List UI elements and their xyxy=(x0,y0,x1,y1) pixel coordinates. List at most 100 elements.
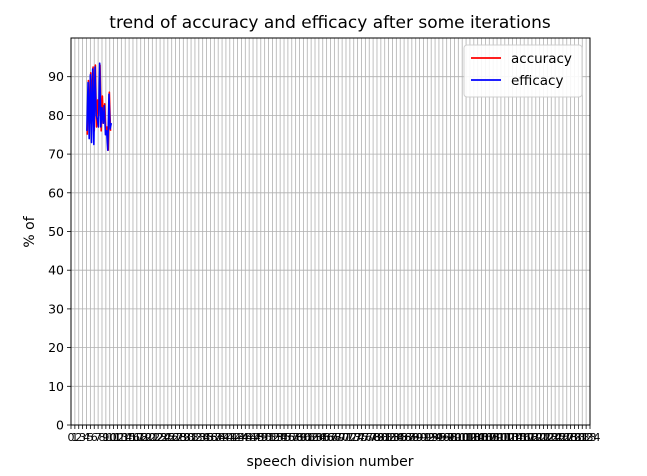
y-tick-label: 30 xyxy=(48,301,64,316)
series-lines xyxy=(86,62,113,152)
x-tick-label: 14 xyxy=(118,431,132,444)
y-tick-label: 0 xyxy=(56,418,64,433)
x-tick-label: 56 xyxy=(281,431,295,444)
series-line-efficacy xyxy=(86,62,113,152)
x-tick-label: 1 xyxy=(71,431,78,444)
x-axis-label: speech division number xyxy=(246,454,413,470)
x-tick-label: 49 xyxy=(254,431,268,444)
x-tick-label: 21 xyxy=(145,431,159,444)
x-tick-label: 104 xyxy=(463,431,484,444)
x-tick-label: 33 xyxy=(192,431,206,444)
chart-title: trend of accuracy and efficacy after som… xyxy=(109,13,551,33)
x-tick-label: 96 xyxy=(436,431,450,444)
x-tick-label: 4 xyxy=(83,431,90,444)
x-tick-label: 54 xyxy=(273,431,287,444)
x-tick-label: 82 xyxy=(382,431,396,444)
x-tick-label: 25 xyxy=(161,431,175,444)
x-tick-label: 17 xyxy=(130,431,144,444)
plot-frame xyxy=(70,37,591,426)
x-tick-label: 88 xyxy=(405,431,419,444)
x-tick-label: 46 xyxy=(242,431,256,444)
legend-label-accuracy: accuracy xyxy=(511,51,572,67)
y-tick-label: 80 xyxy=(48,108,64,123)
x-tick-label: 107 xyxy=(475,431,496,444)
x-tick-label: 100 xyxy=(448,431,469,444)
x-tick-label: 123 xyxy=(537,431,558,444)
x-tick-label: 5 xyxy=(87,431,94,444)
x-tick-label: 93 xyxy=(424,431,438,444)
x-tick-label: 48 xyxy=(250,431,264,444)
x-tick-label: 9 xyxy=(102,431,109,444)
x-tick-label: 92 xyxy=(420,431,434,444)
x-tick-label: 13 xyxy=(114,431,128,444)
x-tick-label: 18 xyxy=(134,431,148,444)
x-tick-label: 27 xyxy=(169,431,183,444)
x-tick-label: 32 xyxy=(188,431,202,444)
x-tick-label: 72 xyxy=(343,431,357,444)
legend: accuracy efficacy xyxy=(463,44,583,98)
x-tick-label: 116 xyxy=(510,431,531,444)
x-tick-label: 19 xyxy=(138,431,152,444)
x-tick-label: 97 xyxy=(440,431,454,444)
x-tick-label: 7 xyxy=(95,431,102,444)
x-tick-label: 125 xyxy=(545,431,566,444)
x-tick-label: 24 xyxy=(157,431,171,444)
axes: 0123456789101112131415161718192021222324… xyxy=(48,37,601,444)
x-tick-label: 69 xyxy=(331,431,345,444)
y-tick-label: 40 xyxy=(48,263,64,278)
x-tick-label: 43 xyxy=(231,431,245,444)
y-axis-label: % of xyxy=(22,215,38,247)
x-tick-label: 47 xyxy=(246,431,260,444)
x-tick-label: 68 xyxy=(327,431,341,444)
x-tick-label: 110 xyxy=(487,431,508,444)
x-tick-label: 119 xyxy=(521,431,542,444)
x-tick-label: 28 xyxy=(172,431,186,444)
x-tick-label: 95 xyxy=(432,431,446,444)
x-tick-label: 115 xyxy=(506,431,527,444)
x-tick-label: 127 xyxy=(552,431,573,444)
x-tick-label: 35 xyxy=(200,431,214,444)
x-tick-label: 42 xyxy=(227,431,241,444)
x-tick-label: 57 xyxy=(285,431,299,444)
x-tick-label: 62 xyxy=(304,431,318,444)
x-tick-label: 106 xyxy=(471,431,492,444)
x-tick-label: 12 xyxy=(110,431,124,444)
x-tick-label: 101 xyxy=(452,431,473,444)
x-tick-label: 121 xyxy=(529,431,550,444)
x-tick-label: 34 xyxy=(196,431,210,444)
x-tick-label: 55 xyxy=(277,431,291,444)
x-tick-label: 40 xyxy=(219,431,233,444)
x-tick-label: 50 xyxy=(258,431,272,444)
x-tick-label: 124 xyxy=(541,431,562,444)
x-tick-label: 39 xyxy=(215,431,229,444)
x-tick-label: 38 xyxy=(211,431,225,444)
x-tick-label: 52 xyxy=(265,431,279,444)
x-tick-label: 114 xyxy=(502,431,523,444)
x-tick-label: 10 xyxy=(103,431,117,444)
x-tick-label: 126 xyxy=(549,431,570,444)
x-tick-label: 61 xyxy=(300,431,314,444)
x-tick-label: 133 xyxy=(576,431,597,444)
x-tick-label: 53 xyxy=(269,431,283,444)
x-tick-label: 70 xyxy=(335,431,349,444)
x-tick-label: 23 xyxy=(153,431,167,444)
x-tick-label: 91 xyxy=(416,431,430,444)
y-tick-label: 20 xyxy=(48,340,64,355)
y-tick-label: 70 xyxy=(48,147,64,162)
x-tick-label: 29 xyxy=(176,431,190,444)
x-tick-label: 2 xyxy=(75,431,82,444)
x-tick-label: 66 xyxy=(320,431,334,444)
x-tick-label: 131 xyxy=(568,431,589,444)
y-tick-label: 50 xyxy=(48,224,64,239)
x-tick-label: 74 xyxy=(351,431,365,444)
x-tick-label: 64 xyxy=(312,431,326,444)
x-tick-label: 3 xyxy=(79,431,86,444)
x-tick-label: 80 xyxy=(374,431,388,444)
x-tick-label: 90 xyxy=(413,431,427,444)
x-tick-label: 129 xyxy=(560,431,581,444)
x-tick-label: 73 xyxy=(347,431,361,444)
x-tick-label: 6 xyxy=(91,431,98,444)
y-tick-label: 90 xyxy=(48,69,64,84)
x-tick-label: 79 xyxy=(370,431,384,444)
x-tick-label: 8 xyxy=(98,431,105,444)
